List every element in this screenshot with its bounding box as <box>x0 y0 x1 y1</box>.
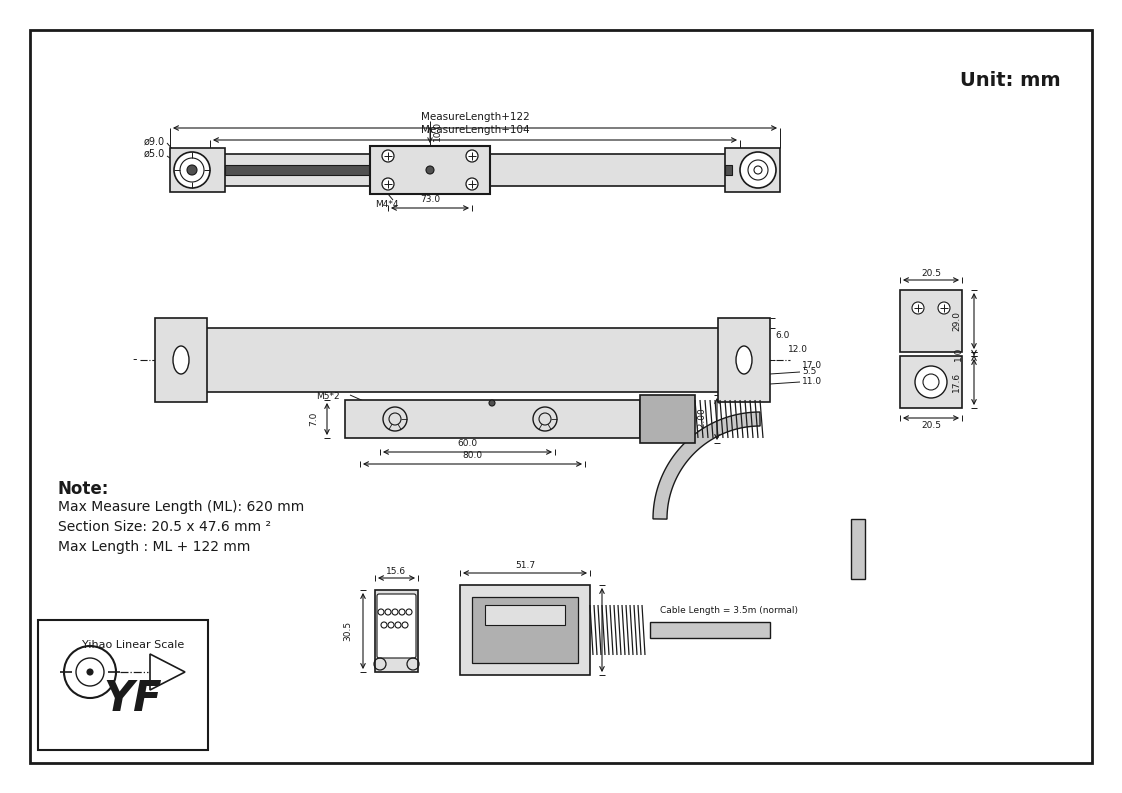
Bar <box>218 154 732 186</box>
Bar <box>718 318 770 402</box>
Bar <box>203 328 721 392</box>
Bar <box>155 318 206 402</box>
Bar <box>472 597 578 663</box>
Circle shape <box>426 166 434 174</box>
Text: 6.0: 6.0 <box>775 331 790 339</box>
Bar <box>344 400 640 438</box>
Text: 5.5: 5.5 <box>802 367 817 377</box>
Text: ø5.0: ø5.0 <box>144 149 165 159</box>
Circle shape <box>64 646 116 698</box>
Text: 29.0: 29.0 <box>951 311 962 331</box>
Text: 12.0: 12.0 <box>788 346 808 354</box>
Text: ø9.0: ø9.0 <box>144 137 165 147</box>
Circle shape <box>938 302 950 314</box>
Text: 73.0: 73.0 <box>420 196 440 205</box>
Text: -: - <box>132 354 137 366</box>
Text: Note:: Note: <box>58 480 109 498</box>
Circle shape <box>533 407 557 431</box>
Bar <box>370 146 490 194</box>
Circle shape <box>383 407 407 431</box>
Bar <box>850 519 865 579</box>
Text: 30.5: 30.5 <box>343 621 352 641</box>
Bar <box>38 620 208 750</box>
Text: Unit: mm: Unit: mm <box>959 71 1060 90</box>
Circle shape <box>88 669 93 675</box>
Circle shape <box>916 366 947 398</box>
Bar <box>900 356 962 408</box>
Text: 11.0: 11.0 <box>802 377 822 386</box>
Text: 20.5: 20.5 <box>921 420 941 430</box>
Text: M4*4: M4*4 <box>375 200 398 209</box>
Text: 60.0: 60.0 <box>458 439 478 449</box>
Text: 10.0: 10.0 <box>433 121 442 141</box>
Circle shape <box>381 150 394 162</box>
Circle shape <box>466 178 478 190</box>
Bar <box>725 148 780 192</box>
Bar <box>375 590 419 672</box>
Text: 80.0: 80.0 <box>462 451 482 461</box>
Bar <box>171 148 226 192</box>
FancyBboxPatch shape <box>377 594 416 658</box>
Text: 1.0: 1.0 <box>954 347 963 361</box>
Text: 13.0: 13.0 <box>580 620 589 640</box>
Circle shape <box>187 165 197 175</box>
Text: 15.6: 15.6 <box>386 566 406 576</box>
Ellipse shape <box>736 346 752 374</box>
Text: Cable Length = 3.5m (normal): Cable Length = 3.5m (normal) <box>660 606 798 615</box>
Text: Max Length : ML + 122 mm: Max Length : ML + 122 mm <box>58 540 250 554</box>
Text: Section Size: 20.5 x 47.6 mm ²: Section Size: 20.5 x 47.6 mm ² <box>58 520 272 534</box>
Text: 7.0: 7.0 <box>309 412 318 426</box>
Text: 20.5: 20.5 <box>921 269 941 278</box>
Bar <box>226 165 390 175</box>
Text: Max Measure Length (ML): 620 mm: Max Measure Length (ML): 620 mm <box>58 500 304 514</box>
Bar <box>640 395 695 443</box>
Text: MeasureLength+122: MeasureLength+122 <box>421 112 530 122</box>
Text: 51.7: 51.7 <box>515 561 535 570</box>
Text: Yihao Linear Scale: Yihao Linear Scale <box>82 640 184 650</box>
Circle shape <box>489 400 495 406</box>
Ellipse shape <box>173 346 188 374</box>
Bar <box>485 605 565 625</box>
Text: MeasureLength+104: MeasureLength+104 <box>421 125 530 135</box>
Bar <box>650 622 770 638</box>
Circle shape <box>381 178 394 190</box>
Bar <box>725 165 732 175</box>
Text: M5*2: M5*2 <box>316 392 340 401</box>
Text: 17.0: 17.0 <box>802 361 822 370</box>
Text: YF: YF <box>103 678 163 720</box>
Polygon shape <box>653 412 760 519</box>
Circle shape <box>174 152 210 188</box>
Circle shape <box>912 302 925 314</box>
Circle shape <box>741 152 776 188</box>
Bar <box>460 585 590 675</box>
Text: 17.6: 17.6 <box>951 372 962 392</box>
Bar <box>900 290 962 352</box>
Circle shape <box>466 150 478 162</box>
Text: 12.00: 12.00 <box>697 406 706 432</box>
